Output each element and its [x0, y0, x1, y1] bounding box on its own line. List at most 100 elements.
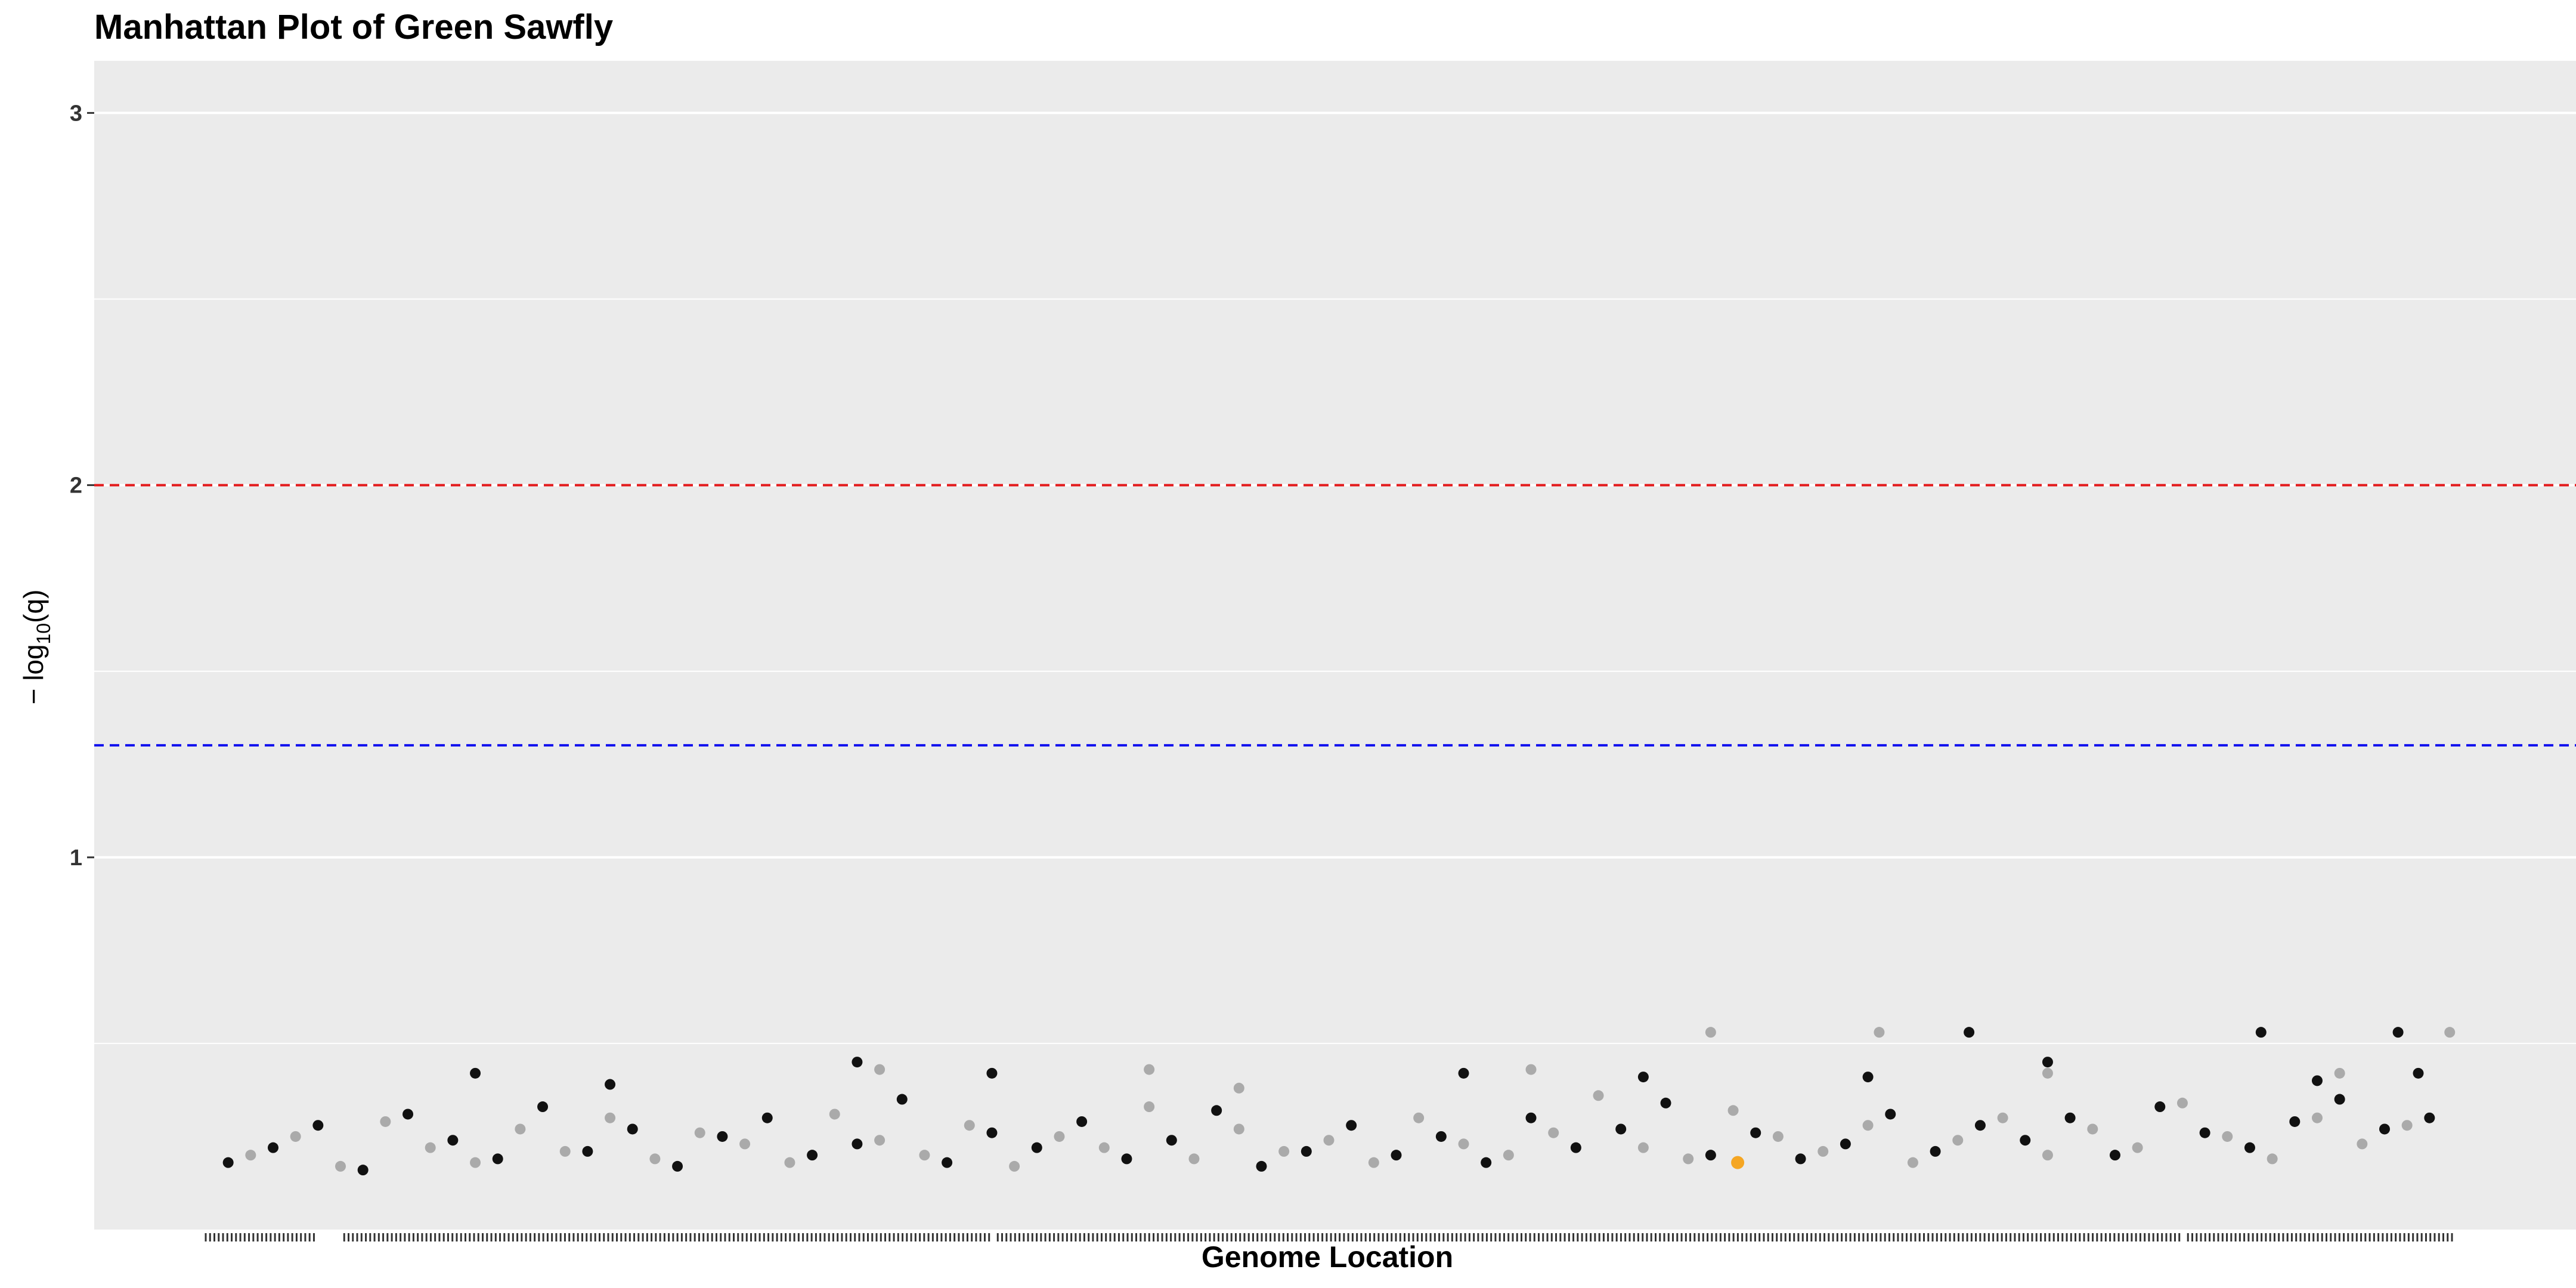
data-point — [1391, 1150, 1402, 1161]
data-point — [1503, 1150, 1514, 1161]
data-point — [492, 1153, 503, 1165]
data-point — [2042, 1150, 2053, 1161]
data-point — [1256, 1160, 1267, 1172]
data-point — [807, 1150, 818, 1161]
data-point — [1862, 1072, 1874, 1083]
threshold-lines — [94, 484, 2576, 747]
data-point — [2444, 1027, 2456, 1038]
data-point — [1683, 1153, 1694, 1165]
genome-rug — [205, 1233, 2453, 1241]
data-point — [1188, 1153, 1200, 1165]
data-point — [1009, 1160, 1020, 1172]
data-point — [537, 1101, 549, 1113]
data-point — [2289, 1116, 2301, 1127]
x-axis-title: Genome Location — [1202, 1240, 1453, 1274]
y-axis-title-suffix: (q) — [18, 590, 49, 623]
data-point — [1301, 1145, 1312, 1157]
data-point — [1031, 1142, 1042, 1153]
data-point — [1930, 1145, 1941, 1157]
plot-panel — [94, 61, 2576, 1230]
data-point — [268, 1142, 279, 1153]
data-point — [582, 1145, 593, 1157]
data-point — [1211, 1105, 1222, 1116]
data-point — [402, 1109, 414, 1120]
data-point — [2311, 1112, 2323, 1123]
data-point — [1952, 1135, 1964, 1146]
data-point — [1997, 1112, 2008, 1123]
data-point — [290, 1131, 301, 1142]
data-point — [380, 1116, 391, 1127]
data-point — [1413, 1112, 1425, 1123]
data-point — [739, 1138, 751, 1150]
data-point — [2064, 1112, 2076, 1123]
data-point — [2311, 1075, 2323, 1086]
data-point — [1346, 1120, 1357, 1131]
data-point — [559, 1145, 571, 1157]
data-point — [1323, 1135, 1335, 1146]
data-point — [829, 1109, 840, 1120]
data-point — [470, 1157, 481, 1168]
data-point — [312, 1120, 324, 1131]
data-point — [2424, 1112, 2435, 1123]
data-point — [605, 1112, 616, 1123]
highlight-point — [1731, 1156, 1745, 1169]
data-point — [1121, 1153, 1132, 1165]
data-point — [2379, 1123, 2390, 1135]
data-point — [605, 1079, 616, 1090]
data-point — [1637, 1142, 1649, 1153]
data-point — [1278, 1145, 1290, 1157]
data-point — [784, 1157, 795, 1168]
data-point — [986, 1127, 998, 1138]
data-point — [2222, 1131, 2233, 1142]
data-point — [1233, 1123, 1244, 1135]
data-point — [1705, 1027, 1716, 1038]
y-axis-title-subscript: 10 — [33, 623, 54, 645]
chart-title: Manhattan Plot of Green Sawfly — [94, 8, 613, 47]
data-point — [1481, 1157, 1492, 1168]
data-point — [1964, 1027, 1975, 1038]
data-point — [852, 1057, 863, 1068]
data-point — [1570, 1142, 1581, 1153]
data-point — [2334, 1094, 2345, 1105]
data-point — [447, 1135, 459, 1146]
data-point — [874, 1064, 886, 1075]
data-point — [672, 1160, 683, 1172]
data-point — [1054, 1131, 1065, 1142]
data-point — [874, 1135, 886, 1146]
data-point — [1705, 1150, 1716, 1161]
data-point — [335, 1160, 346, 1172]
data-point — [717, 1131, 728, 1142]
data-point — [1144, 1101, 1155, 1113]
data-point — [2357, 1138, 2368, 1150]
data-point — [1874, 1027, 1885, 1038]
data-point — [2392, 1027, 2404, 1038]
data-point — [2109, 1150, 2120, 1161]
data-point — [2199, 1127, 2210, 1138]
data-point — [1233, 1082, 1244, 1094]
data-point — [852, 1138, 863, 1150]
y-tick-label: 1 — [70, 846, 82, 871]
data-point — [1885, 1109, 1896, 1120]
data-point — [1144, 1064, 1155, 1075]
y-tick-label: 3 — [70, 101, 82, 126]
data-point — [2042, 1067, 2053, 1079]
data-point — [649, 1153, 661, 1165]
data-points — [222, 1027, 2456, 1176]
data-point — [1615, 1123, 1627, 1135]
data-point — [694, 1127, 705, 1138]
data-point — [1750, 1127, 1761, 1138]
data-point — [222, 1157, 234, 1168]
data-point — [1660, 1097, 1671, 1109]
data-point — [1862, 1120, 1874, 1131]
data-point — [1458, 1138, 1469, 1150]
data-point — [896, 1094, 908, 1105]
data-point — [245, 1150, 256, 1161]
data-point — [964, 1120, 975, 1131]
data-point — [1727, 1105, 1739, 1116]
y-tick-label: 2 — [70, 473, 82, 499]
data-point — [1525, 1112, 1537, 1123]
highlight-layer — [1731, 1156, 1745, 1169]
data-point — [2176, 1097, 2188, 1109]
y-axis-title-prefix: − log — [18, 644, 49, 704]
data-point — [2132, 1142, 2143, 1153]
